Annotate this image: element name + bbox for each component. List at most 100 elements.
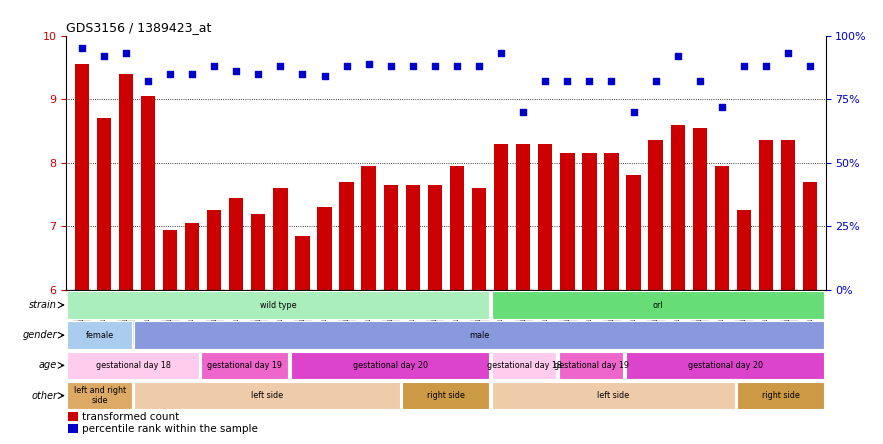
Bar: [560, 153, 575, 290]
Point: [604, 78, 618, 85]
Bar: [604, 153, 619, 290]
Bar: [339, 182, 354, 290]
Bar: [714, 166, 729, 290]
Point: [538, 78, 553, 85]
Bar: [118, 74, 133, 290]
Bar: [317, 207, 332, 290]
FancyBboxPatch shape: [492, 291, 825, 319]
Point: [758, 63, 773, 70]
Text: male: male: [469, 331, 489, 340]
Bar: [648, 140, 663, 290]
FancyBboxPatch shape: [67, 291, 489, 319]
Bar: [361, 166, 376, 290]
Bar: [162, 230, 177, 290]
Text: gestational day 18: gestational day 18: [487, 361, 562, 370]
FancyBboxPatch shape: [626, 352, 825, 379]
Bar: [185, 223, 200, 290]
Text: GDS3156 / 1389423_at: GDS3156 / 1389423_at: [66, 21, 212, 34]
Bar: [251, 214, 266, 290]
Text: gestational day 19: gestational day 19: [208, 361, 283, 370]
Bar: [582, 153, 597, 290]
Bar: [494, 144, 509, 290]
Point: [736, 63, 751, 70]
Point: [251, 70, 265, 77]
Point: [74, 45, 88, 52]
Point: [804, 63, 818, 70]
FancyBboxPatch shape: [134, 321, 825, 349]
Point: [230, 67, 244, 75]
Bar: [207, 210, 222, 290]
Point: [405, 63, 420, 70]
Bar: [68, 424, 78, 432]
Bar: [68, 412, 78, 421]
Point: [583, 78, 597, 85]
Point: [427, 63, 442, 70]
Bar: [96, 118, 111, 290]
Bar: [273, 188, 288, 290]
Point: [714, 103, 728, 110]
FancyBboxPatch shape: [403, 382, 489, 409]
Bar: [295, 236, 310, 290]
Bar: [140, 96, 155, 290]
Point: [781, 50, 795, 57]
Point: [97, 52, 111, 59]
Text: other: other: [31, 391, 57, 400]
Bar: [405, 185, 420, 290]
Text: right side: right side: [762, 391, 800, 400]
Bar: [538, 144, 553, 290]
Text: wild type: wild type: [260, 301, 297, 309]
Text: orl: orl: [653, 301, 663, 309]
Point: [274, 63, 288, 70]
FancyBboxPatch shape: [67, 321, 132, 349]
Point: [472, 63, 486, 70]
Point: [317, 73, 331, 80]
Bar: [626, 175, 641, 290]
Bar: [383, 185, 398, 290]
Text: gestational day 20: gestational day 20: [352, 361, 427, 370]
Bar: [781, 140, 796, 290]
Text: gestational day 20: gestational day 20: [688, 361, 763, 370]
Text: left side: left side: [251, 391, 283, 400]
Bar: [736, 210, 751, 290]
Bar: [229, 198, 244, 290]
Bar: [427, 185, 442, 290]
Text: gestational day 19: gestational day 19: [554, 361, 629, 370]
Text: right side: right side: [427, 391, 464, 400]
Point: [516, 108, 530, 115]
Text: strain: strain: [29, 300, 57, 310]
Point: [185, 70, 199, 77]
Point: [671, 52, 685, 59]
Bar: [803, 182, 818, 290]
Bar: [472, 188, 487, 290]
Point: [560, 78, 574, 85]
Point: [626, 108, 640, 115]
FancyBboxPatch shape: [67, 382, 132, 409]
Point: [118, 50, 132, 57]
Point: [207, 63, 221, 70]
FancyBboxPatch shape: [559, 352, 623, 379]
Point: [383, 63, 397, 70]
Text: female: female: [86, 331, 114, 340]
Bar: [670, 125, 685, 290]
Bar: [74, 64, 89, 290]
FancyBboxPatch shape: [737, 382, 825, 409]
FancyBboxPatch shape: [134, 382, 400, 409]
Text: left and right
side: left and right side: [73, 386, 125, 405]
Bar: [758, 140, 774, 290]
Point: [692, 78, 706, 85]
Bar: [516, 144, 531, 290]
FancyBboxPatch shape: [291, 352, 489, 379]
Text: age: age: [39, 361, 57, 370]
Bar: [692, 128, 707, 290]
Point: [162, 70, 177, 77]
Text: left side: left side: [598, 391, 630, 400]
Point: [140, 78, 155, 85]
Point: [648, 78, 662, 85]
FancyBboxPatch shape: [201, 352, 289, 379]
Point: [295, 70, 309, 77]
FancyBboxPatch shape: [492, 382, 736, 409]
Text: transformed count: transformed count: [82, 412, 179, 422]
FancyBboxPatch shape: [67, 352, 200, 379]
Text: percentile rank within the sample: percentile rank within the sample: [82, 424, 258, 433]
Point: [362, 60, 376, 67]
